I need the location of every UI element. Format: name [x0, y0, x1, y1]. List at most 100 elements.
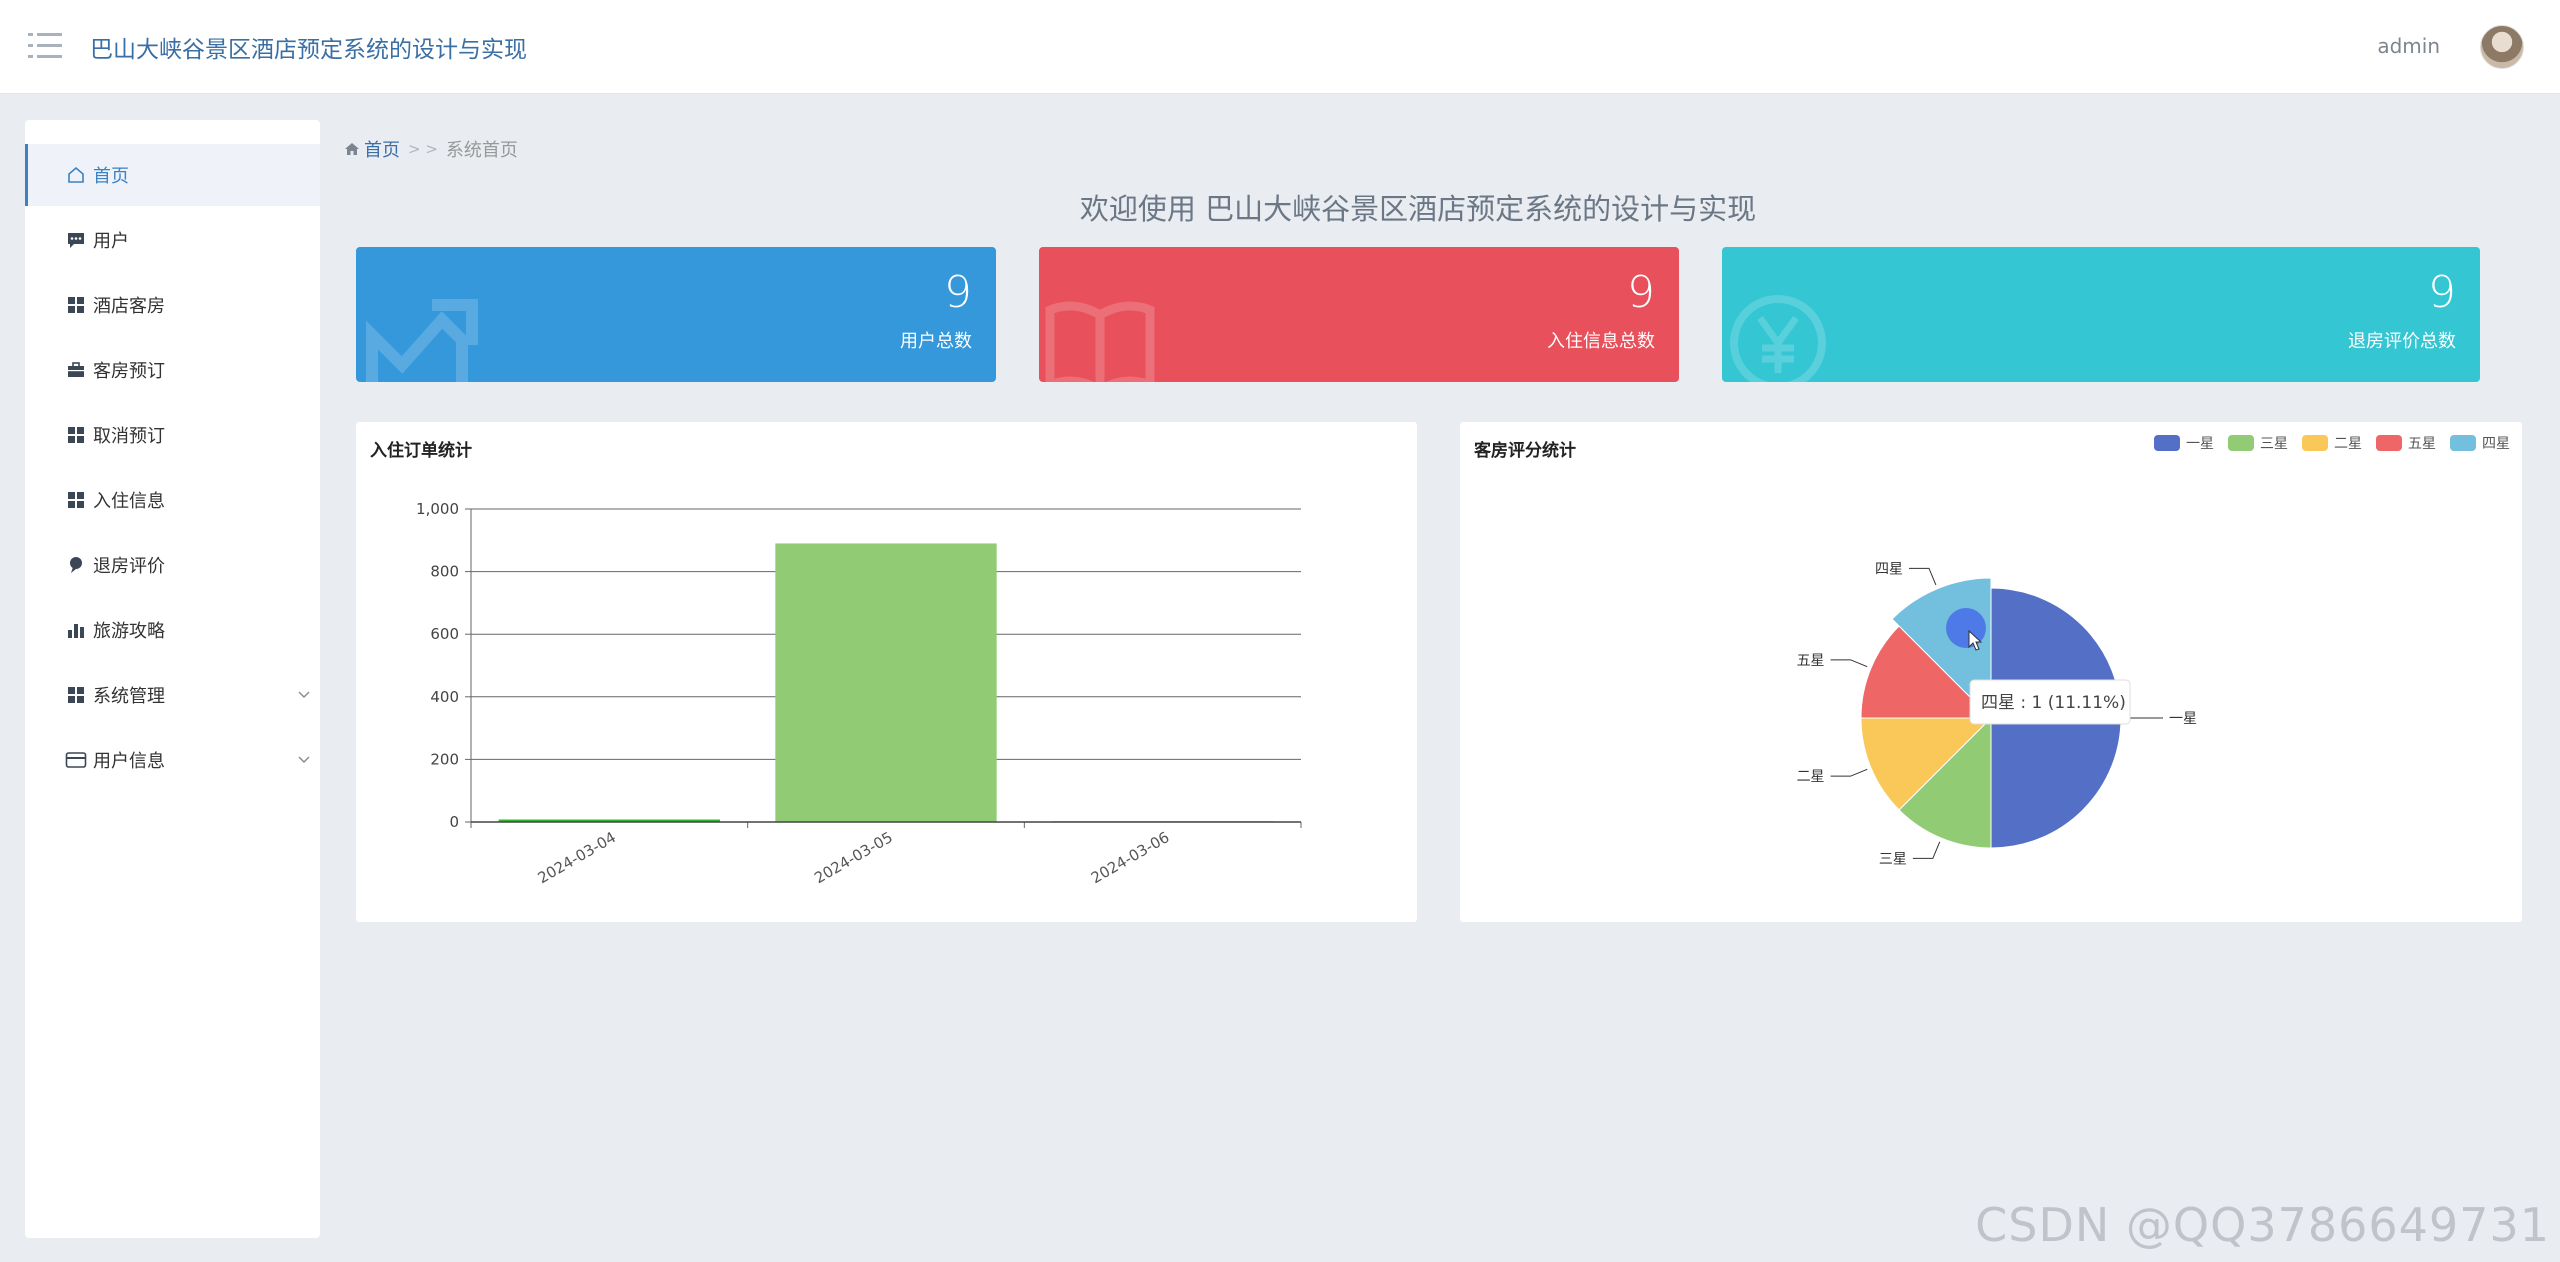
stat-card-reviews[interactable]: 9 退房评价总数 — [1722, 247, 2480, 382]
sidebar-item-room-booking[interactable]: 客房预订 — [25, 339, 320, 401]
grid-icon — [65, 489, 87, 511]
chevron-down-icon[interactable] — [296, 751, 312, 767]
sidebar-item-label: 酒店客房 — [93, 296, 165, 317]
stat-card-users[interactable]: 9 用户总数 — [356, 247, 996, 382]
chart-legend: 一星 三星 二星 五星 四星 — [2140, 433, 2510, 453]
bar[interactable] — [775, 543, 997, 822]
label-leader-line — [1909, 567, 1937, 586]
sidebar-item-label: 用户信息 — [93, 751, 165, 772]
sidebar-item-user-info[interactable]: 用户信息 — [25, 729, 320, 791]
legend-item[interactable]: 三星 — [2228, 433, 2288, 453]
y-tick-label: 1,000 — [416, 500, 459, 518]
x-tick-label: 2024-03-04 — [535, 828, 620, 887]
sidebar-item-label: 旅游攻略 — [93, 621, 165, 642]
bar-chart-icon — [65, 619, 87, 641]
y-tick-label: 800 — [430, 563, 459, 581]
sidebar-item-home[interactable]: 首页 — [25, 144, 320, 206]
label-leader-line — [1830, 659, 1868, 668]
stat-label: 入住信息总数 — [1547, 331, 1655, 352]
sidebar-item-hotel-rooms[interactable]: 酒店客房 — [25, 274, 320, 336]
legend-item[interactable]: 二星 — [2302, 433, 2362, 453]
x-tick-label: 2024-03-05 — [811, 828, 896, 887]
home-icon — [65, 164, 87, 186]
breadcrumb-home[interactable]: 首页 — [344, 136, 400, 162]
pie-slice[interactable] — [1860, 717, 1993, 811]
sidebar-item-label: 客房预订 — [93, 361, 165, 382]
legend-swatch — [2302, 435, 2328, 451]
comment-icon — [65, 229, 87, 251]
user-name[interactable]: admin — [2377, 34, 2440, 58]
pie-chart-panel: 客房评分统计 一星 三星 二星 五星 四星 一星 三星 二星 五星 四星 四星 : 1 (11.1… — [1460, 422, 2522, 922]
breadcrumb: 首页 > > 系统首页 — [344, 136, 518, 162]
slice-label: 四星 — [1875, 561, 1903, 577]
chevron-down-icon[interactable] — [296, 686, 312, 702]
menu-toggle-icon[interactable] — [28, 32, 64, 60]
legend-label: 一星 — [2186, 436, 2214, 452]
home-icon — [344, 141, 360, 157]
label-leader-line — [1830, 768, 1868, 777]
breadcrumb-home-label: 首页 — [364, 140, 400, 161]
slice-label: 五星 — [1797, 653, 1825, 669]
y-tick-label: 600 — [430, 625, 459, 643]
sidebar-item-label: 首页 — [93, 166, 129, 187]
watermark: CSDN @QQ3786649731 — [1975, 1198, 2550, 1252]
sidebar-item-label: 系统管理 — [93, 686, 165, 707]
pin-icon — [65, 554, 87, 576]
top-header: 巴山大峡谷景区酒店预定系统的设计与实现 admin — [0, 0, 2560, 94]
card-icon — [65, 749, 87, 771]
user-avatar[interactable] — [2480, 25, 2524, 69]
pie-slice[interactable] — [1860, 625, 1993, 719]
legend-label: 五星 — [2408, 436, 2436, 452]
legend-label: 二星 — [2334, 436, 2362, 452]
label-leader-line — [1912, 841, 1941, 859]
stat-label: 用户总数 — [900, 331, 972, 352]
pie-slice[interactable] — [1898, 716, 1992, 849]
sidebar-item-users[interactable]: 用户 — [25, 209, 320, 271]
legend-swatch — [2376, 435, 2402, 451]
legend-item[interactable]: 四星 — [2450, 433, 2510, 453]
sidebar-item-checkout-review[interactable]: 退房评价 — [25, 534, 320, 596]
sidebar-item-cancel-booking[interactable]: 取消预订 — [25, 404, 320, 466]
chart-tooltip: 四星 : 1 (11.11%) — [1969, 679, 2131, 725]
sidebar-item-system-management[interactable]: 系统管理 — [25, 664, 320, 726]
y-tick-label: 200 — [430, 750, 459, 768]
bar[interactable] — [498, 819, 720, 822]
bar-chart-panel: 入住订单统计 0 200 400 600 800 1,000 2024-03-04 2024-… — [356, 422, 1417, 922]
sidebar-item-label: 退房评价 — [93, 556, 165, 577]
sidebar-item-check-in[interactable]: 入住信息 — [25, 469, 320, 531]
sidebar-item-travel-guide[interactable]: 旅游攻略 — [25, 599, 320, 661]
trend-icon — [362, 295, 512, 382]
legend-swatch — [2154, 435, 2180, 451]
panel-title: 客房评分统计 — [1474, 441, 1576, 461]
legend-label: 四星 — [2482, 436, 2510, 452]
book-icon — [1045, 295, 1155, 382]
stat-value: 9 — [2428, 267, 2456, 318]
sidebar-item-label: 取消预订 — [93, 426, 165, 447]
panel-title: 入住订单统计 — [370, 441, 472, 461]
x-tick-label: 2024-03-06 — [1088, 828, 1173, 887]
grid-icon — [65, 424, 87, 446]
stat-value: 9 — [944, 267, 972, 318]
welcome-heading: 欢迎使用 巴山大峡谷景区酒店预定系统的设计与实现 — [1079, 192, 1757, 226]
briefcase-icon — [65, 359, 87, 381]
grid-icon — [65, 294, 87, 316]
app-title: 巴山大峡谷景区酒店预定系统的设计与实现 — [90, 37, 527, 63]
hand-cursor-icon — [1968, 629, 1983, 651]
stat-card-check-ins[interactable]: 9 入住信息总数 — [1039, 247, 1679, 382]
legend-item[interactable]: 一星 — [2154, 433, 2214, 453]
grid-icon — [65, 684, 87, 706]
legend-swatch — [2450, 435, 2476, 451]
bar-chart: 0 200 400 600 800 1,000 2024-03-04 2024-03-05 20… — [416, 500, 1302, 887]
stat-label: 退房评价总数 — [2348, 331, 2456, 352]
breadcrumb-separator: > > — [408, 140, 438, 158]
sidebar-item-label: 入住信息 — [93, 491, 165, 512]
legend-label: 三星 — [2260, 436, 2288, 452]
legend-swatch — [2228, 435, 2254, 451]
slice-label: 三星 — [1879, 851, 1907, 867]
stat-value: 9 — [1627, 267, 1655, 318]
slice-label: 一星 — [2169, 711, 2197, 727]
y-tick-label: 400 — [430, 688, 459, 706]
legend-item[interactable]: 五星 — [2376, 433, 2436, 453]
breadcrumb-current: 系统首页 — [445, 140, 518, 161]
